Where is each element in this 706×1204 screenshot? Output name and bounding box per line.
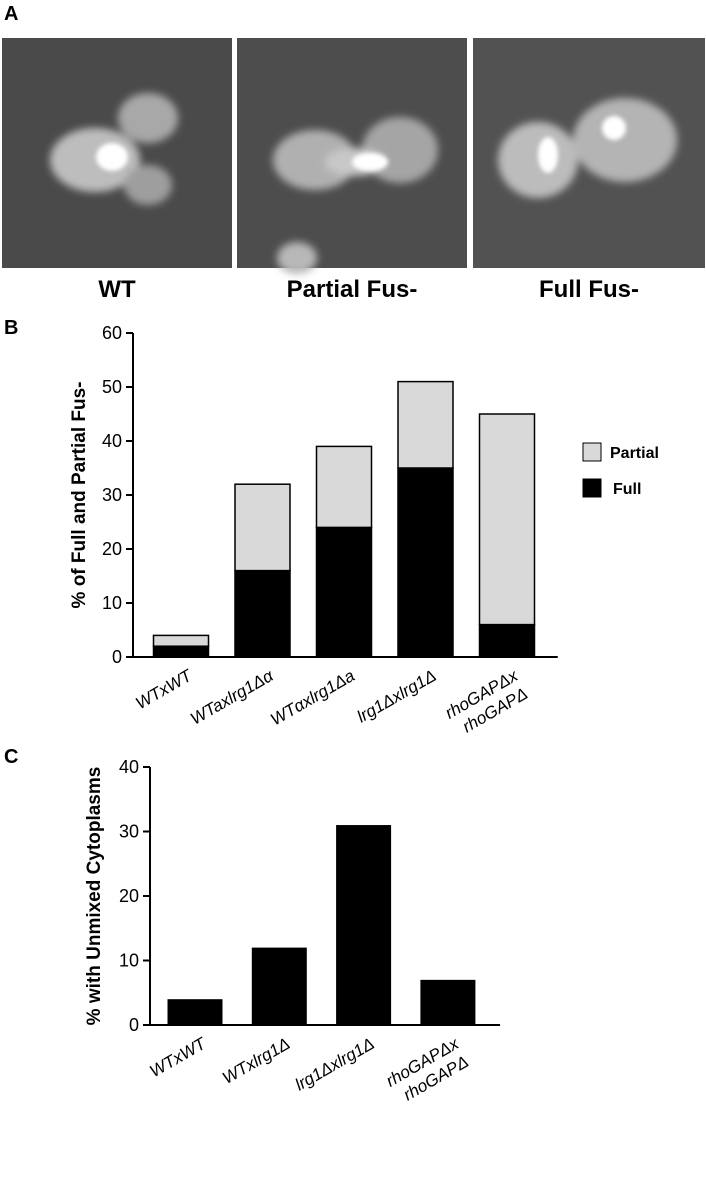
y-tick-label: 50 — [102, 377, 122, 397]
bar — [167, 999, 223, 1025]
y-axis-label: % of Full and Partial Fus- — [69, 382, 90, 609]
micrograph — [2, 38, 232, 268]
bar-segment — [152, 634, 210, 647]
legend-label: Full — [613, 481, 641, 498]
x-tick-label: WTxWT — [146, 1033, 210, 1081]
y-tick-label: 60 — [102, 323, 122, 343]
bar-segment — [397, 467, 454, 658]
y-tick-label: 40 — [119, 757, 139, 777]
y-tick-label: 10 — [119, 951, 139, 971]
y-tick-label: 30 — [102, 485, 122, 505]
y-axis-label: % with Unmixed Cytoplasms — [84, 767, 105, 1026]
panel-label: C — [4, 746, 18, 768]
legend-swatch — [582, 442, 602, 462]
y-tick-label: 20 — [102, 539, 122, 559]
bar-segment — [315, 445, 373, 529]
bar-segment — [234, 483, 291, 572]
panel-label: B — [4, 317, 18, 339]
x-tick-label: WTxWT — [132, 665, 196, 713]
legend-label: Partial — [610, 445, 659, 462]
bar-segment — [315, 526, 373, 658]
y-tick-label: 40 — [102, 431, 122, 451]
bar-segment — [234, 569, 291, 658]
bar — [251, 947, 307, 1025]
x-tick-label: WTαxlrg1Δa — [267, 666, 358, 729]
y-tick-label: 0 — [112, 647, 122, 667]
x-tick-label: WTaxlrg1Δα — [187, 665, 278, 728]
x-tick-label: WTxlrg1Δ — [219, 1034, 293, 1088]
y-tick-label: 10 — [102, 593, 122, 613]
y-tick-label: 30 — [119, 822, 139, 842]
bar — [336, 825, 392, 1025]
x-tick-label: lrg1Δxlrg1Δ — [292, 1034, 378, 1094]
legend-swatch — [582, 478, 602, 498]
y-tick-label: 0 — [129, 1015, 139, 1035]
bar-segment — [397, 380, 454, 469]
bar — [420, 979, 476, 1025]
image-caption: Full Fus- — [539, 276, 639, 303]
x-tick-label: lrg1Δxlrg1Δ — [354, 666, 440, 726]
image-caption: Partial Fus- — [287, 276, 418, 303]
bar-segment — [478, 413, 536, 626]
bar-segment — [152, 645, 210, 658]
panel-label: A — [4, 3, 18, 25]
image-caption: WT — [98, 276, 136, 303]
y-tick-label: 20 — [119, 886, 139, 906]
micrograph — [473, 38, 705, 268]
micrograph — [237, 38, 467, 274]
bar-segment — [478, 623, 536, 658]
